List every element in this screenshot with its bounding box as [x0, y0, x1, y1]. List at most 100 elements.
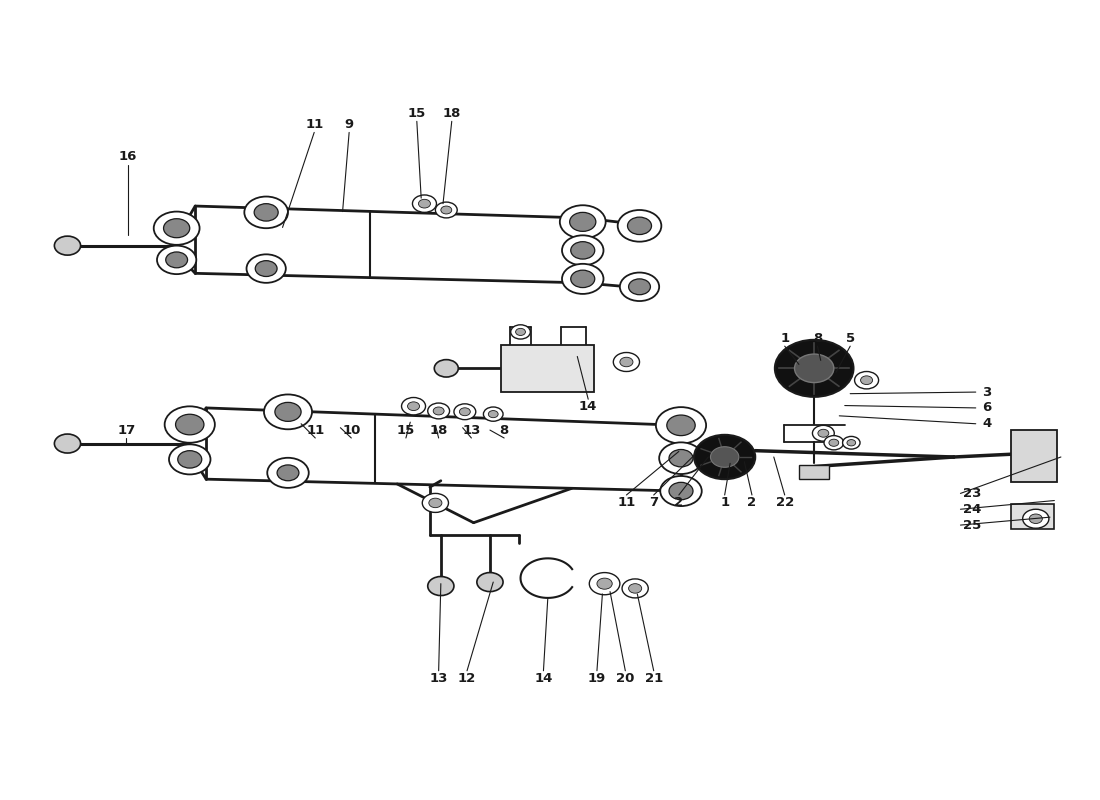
- Circle shape: [562, 264, 604, 294]
- Circle shape: [264, 394, 312, 430]
- Text: 12: 12: [458, 672, 476, 685]
- Text: 13: 13: [429, 672, 448, 685]
- Circle shape: [436, 202, 458, 218]
- Circle shape: [428, 577, 454, 595]
- Text: 8: 8: [499, 423, 509, 437]
- Circle shape: [422, 494, 449, 513]
- Circle shape: [590, 573, 620, 594]
- FancyBboxPatch shape: [799, 465, 829, 479]
- Circle shape: [620, 358, 632, 366]
- Circle shape: [855, 371, 879, 389]
- Circle shape: [669, 450, 693, 467]
- Circle shape: [169, 444, 210, 474]
- Circle shape: [516, 328, 526, 335]
- Text: 13: 13: [462, 423, 481, 437]
- Text: 18: 18: [429, 423, 448, 437]
- Circle shape: [597, 578, 613, 590]
- Circle shape: [412, 195, 437, 212]
- Circle shape: [818, 430, 828, 438]
- Circle shape: [176, 414, 204, 435]
- Circle shape: [660, 476, 702, 506]
- Circle shape: [402, 398, 426, 415]
- Circle shape: [669, 482, 693, 500]
- Text: 14: 14: [579, 400, 597, 413]
- Circle shape: [54, 434, 80, 453]
- Text: 10: 10: [342, 423, 361, 437]
- Circle shape: [277, 465, 299, 481]
- Circle shape: [255, 261, 277, 277]
- Text: 7: 7: [649, 497, 658, 510]
- Circle shape: [460, 408, 471, 416]
- Circle shape: [628, 279, 650, 294]
- Circle shape: [571, 242, 595, 259]
- Circle shape: [620, 273, 659, 301]
- Text: 11: 11: [617, 497, 636, 510]
- Text: 1: 1: [720, 497, 729, 510]
- Circle shape: [166, 252, 188, 268]
- Circle shape: [244, 197, 288, 228]
- Text: 6: 6: [982, 402, 991, 414]
- Text: 22: 22: [776, 497, 794, 510]
- Text: 21: 21: [645, 672, 663, 685]
- Circle shape: [794, 354, 834, 382]
- Circle shape: [847, 439, 856, 446]
- Circle shape: [656, 407, 706, 443]
- Circle shape: [54, 236, 80, 255]
- Circle shape: [454, 404, 476, 420]
- Circle shape: [254, 204, 278, 221]
- Circle shape: [570, 212, 596, 231]
- Text: 2: 2: [674, 497, 683, 510]
- Circle shape: [510, 325, 530, 339]
- Circle shape: [659, 442, 703, 474]
- Text: 18: 18: [442, 107, 461, 120]
- Circle shape: [843, 437, 860, 449]
- Circle shape: [627, 217, 651, 234]
- Text: 8: 8: [813, 332, 822, 345]
- Text: 16: 16: [119, 150, 136, 163]
- Text: 14: 14: [535, 672, 552, 685]
- Circle shape: [275, 402, 301, 422]
- FancyBboxPatch shape: [500, 345, 594, 392]
- Circle shape: [694, 435, 756, 479]
- Text: 25: 25: [964, 518, 981, 531]
- Text: 20: 20: [616, 672, 635, 685]
- Circle shape: [571, 270, 595, 287]
- Circle shape: [813, 426, 834, 441]
- FancyBboxPatch shape: [1011, 430, 1056, 482]
- Text: 11: 11: [305, 118, 323, 131]
- Circle shape: [246, 254, 286, 283]
- Circle shape: [1030, 514, 1043, 523]
- Circle shape: [860, 376, 872, 385]
- Circle shape: [154, 211, 199, 245]
- Text: 11: 11: [306, 423, 324, 437]
- Circle shape: [628, 584, 641, 593]
- Circle shape: [824, 436, 844, 450]
- Circle shape: [667, 415, 695, 436]
- Text: 3: 3: [982, 386, 991, 398]
- Text: 4: 4: [982, 418, 991, 430]
- FancyBboxPatch shape: [1011, 504, 1054, 529]
- Circle shape: [829, 439, 838, 446]
- Circle shape: [434, 360, 459, 377]
- Circle shape: [165, 406, 214, 442]
- Text: 9: 9: [344, 118, 354, 131]
- Circle shape: [618, 210, 661, 242]
- Text: 19: 19: [587, 672, 606, 685]
- Circle shape: [1023, 510, 1049, 528]
- Text: 24: 24: [964, 502, 981, 516]
- Circle shape: [562, 235, 604, 266]
- Circle shape: [774, 340, 854, 397]
- Circle shape: [560, 206, 606, 238]
- Circle shape: [178, 450, 201, 468]
- Circle shape: [418, 199, 430, 208]
- Circle shape: [267, 458, 309, 488]
- Text: 2: 2: [747, 497, 757, 510]
- Circle shape: [433, 407, 444, 415]
- Text: 1: 1: [780, 332, 790, 345]
- Circle shape: [429, 498, 442, 508]
- Circle shape: [164, 218, 189, 238]
- Text: 23: 23: [964, 487, 981, 500]
- Circle shape: [428, 403, 450, 419]
- Circle shape: [407, 402, 419, 410]
- Circle shape: [441, 206, 452, 214]
